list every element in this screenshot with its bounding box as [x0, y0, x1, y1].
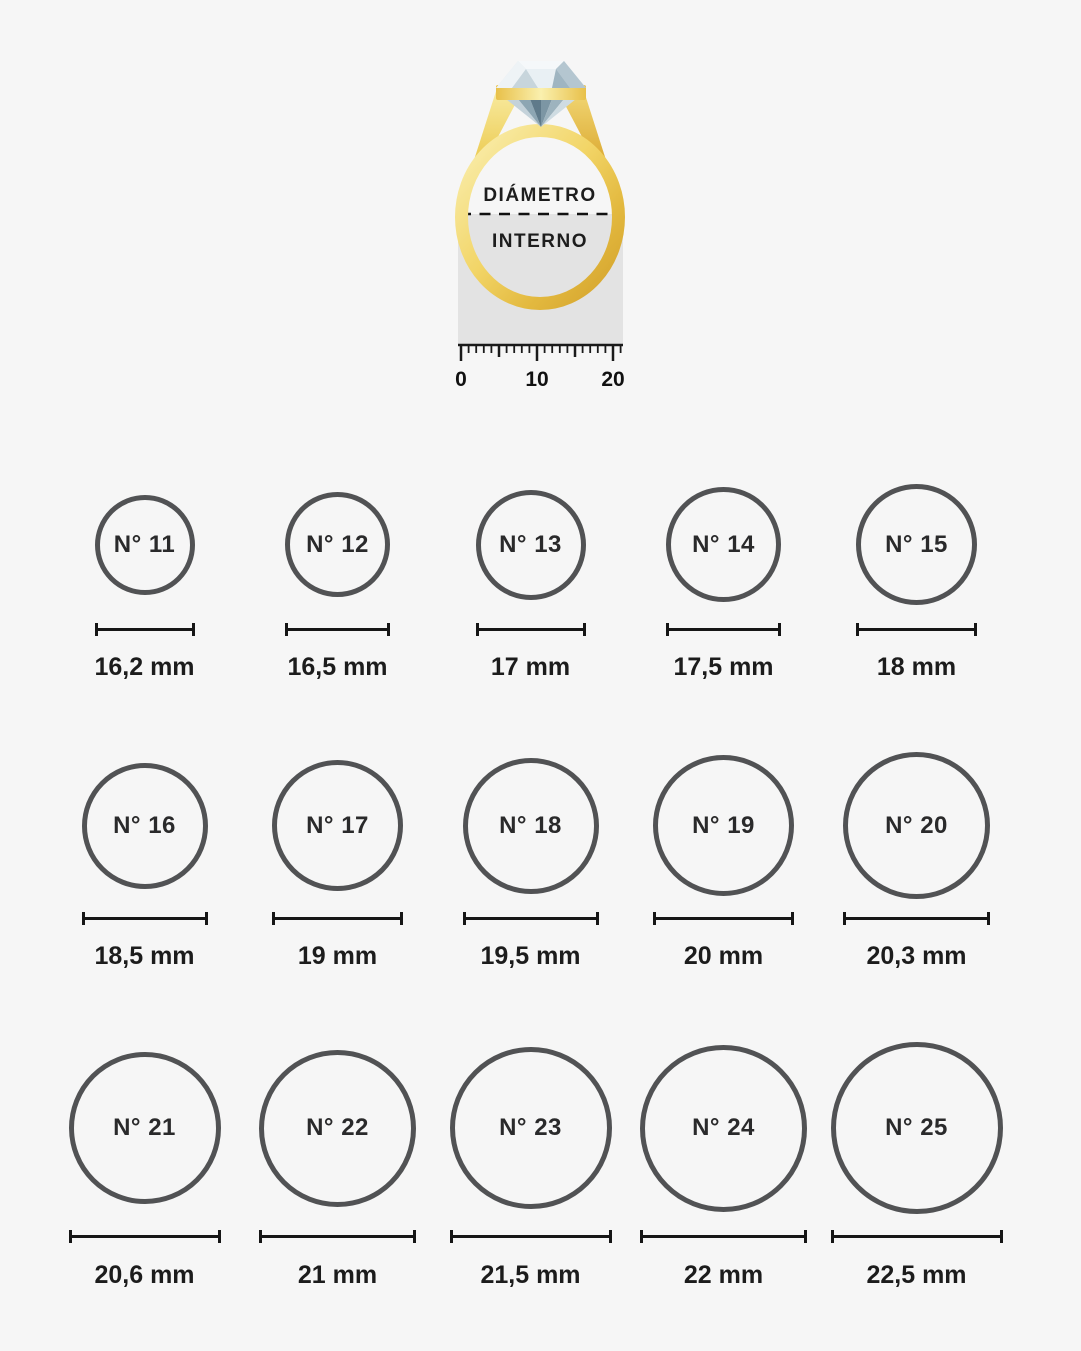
diameter-label: 18 mm — [876, 653, 957, 681]
ring-size-cell: N° 15 18 mm — [820, 484, 1013, 682]
ruler: 0 10 20 — [455, 343, 625, 391]
size-circle: N° 25 — [830, 1042, 1003, 1214]
diameter-measure-line — [259, 1230, 416, 1243]
diameter-measure-line — [475, 623, 586, 636]
ring-size-cell: N° 20 20,3 mm — [820, 752, 1013, 971]
ring-size-cell: N° 23 21,5 mm — [434, 1042, 627, 1290]
diameter-measure-line — [653, 912, 794, 925]
size-number: N° 16 — [113, 811, 176, 839]
ruler-label-0: 0 — [455, 368, 467, 391]
diameter-label: 16,2 mm — [94, 653, 195, 681]
size-circle: N° 16 — [81, 762, 208, 889]
ruler-label-20: 20 — [601, 368, 624, 391]
diameter-label: 20,6 mm — [94, 1261, 195, 1289]
diamond-icon — [496, 61, 586, 88]
size-circle: N° 21 — [68, 1052, 221, 1204]
ring-size-cell: N° 11 16,2 mm — [48, 484, 241, 682]
diameter-label: 20,3 mm — [866, 942, 967, 970]
diameter-label: 17,5 mm — [673, 653, 774, 681]
size-number: N° 21 — [113, 1114, 176, 1141]
size-grid-row-3: N° 21 20,6 mm N° 22 21 mm N° 23 21,5 mm … — [48, 1042, 1013, 1290]
size-number: N° 18 — [499, 811, 562, 839]
ring-size-cell: N° 17 19 mm — [241, 752, 434, 971]
diameter-measure-line — [843, 912, 990, 925]
ruler-ticks — [459, 345, 622, 361]
diameter-measure-line — [640, 1230, 807, 1243]
diameter-measure-line — [856, 623, 977, 636]
size-number: N° 20 — [885, 811, 948, 839]
size-circle: N° 15 — [856, 484, 977, 605]
ring-size-cell: N° 16 18,5 mm — [48, 752, 241, 971]
ruler-label-10: 10 — [525, 368, 548, 391]
size-number: N° 13 — [499, 530, 562, 558]
diameter-measure-line — [68, 1230, 221, 1243]
diameter-label: 21 mm — [297, 1261, 378, 1289]
ring-size-cell: N° 14 17,5 mm — [627, 484, 820, 682]
diameter-label: 16,5 mm — [287, 653, 388, 681]
ring-size-cell: N° 24 22 mm — [627, 1042, 820, 1290]
diameter-label: 21,5 mm — [480, 1261, 581, 1289]
ring-size-cell: N° 18 19,5 mm — [434, 752, 627, 971]
size-number: N° 17 — [306, 811, 369, 839]
interno-word: INTERNO — [492, 231, 588, 252]
size-number: N° 19 — [692, 811, 755, 839]
size-number: N° 15 — [885, 530, 948, 558]
diameter-label: 22 mm — [683, 1261, 764, 1289]
size-circle: N° 18 — [462, 757, 599, 894]
size-number: N° 22 — [306, 1114, 369, 1141]
ring-size-cell: N° 19 20 mm — [627, 752, 820, 971]
ring-torus — [455, 124, 625, 310]
ring-size-cell: N° 12 16,5 mm — [241, 484, 434, 682]
diameter-measure-line — [666, 623, 781, 636]
diameter-label: 19 mm — [297, 942, 378, 970]
size-number: N° 14 — [692, 530, 755, 558]
ring-diagram: DIÁMETRO INTERNO — [455, 61, 625, 391]
size-circle: N° 13 — [475, 489, 586, 600]
size-circle: N° 23 — [449, 1047, 612, 1209]
size-grid-row-1: N° 11 16,2 mm N° 12 16,5 mm N° 13 17 mm … — [48, 484, 1013, 682]
diamond-pavilion — [506, 99, 576, 127]
diameter-measure-line — [81, 912, 208, 925]
diameter-measure-line — [285, 623, 390, 636]
size-number: N° 25 — [885, 1114, 948, 1141]
diameter-measure-line — [94, 623, 195, 636]
ring-size-cell: N° 25 22,5 mm — [820, 1042, 1013, 1290]
diameter-label: 20 mm — [683, 942, 764, 970]
diameter-label: 22,5 mm — [866, 1261, 967, 1289]
size-circle: N° 14 — [666, 487, 781, 602]
size-number: N° 12 — [306, 530, 369, 558]
ring-size-cell: N° 21 20,6 mm — [48, 1042, 241, 1290]
ring-shoulders — [474, 85, 606, 160]
diameter-measure-line — [272, 912, 403, 925]
ring-size-cell: N° 22 21 mm — [241, 1042, 434, 1290]
size-circle: N° 17 — [272, 760, 403, 891]
size-number: N° 23 — [499, 1114, 562, 1141]
size-number: N° 11 — [113, 530, 176, 558]
diameter-word: DIÁMETRO — [483, 184, 596, 206]
size-circle: N° 20 — [843, 752, 990, 899]
diameter-measure-line — [830, 1230, 1003, 1243]
diameter-label: 19,5 mm — [480, 942, 581, 970]
size-circle: N° 11 — [94, 494, 195, 595]
diameter-measure-line — [462, 912, 599, 925]
size-circle: N° 12 — [285, 492, 390, 597]
size-circle: N° 19 — [653, 755, 794, 896]
ring-size-cell: N° 13 17 mm — [434, 484, 627, 682]
diamond-mount-bar — [496, 85, 586, 100]
diameter-label: 18,5 mm — [94, 942, 195, 970]
diameter-measure-line — [449, 1230, 612, 1243]
diameter-label: 17 mm — [490, 653, 571, 681]
size-circle: N° 24 — [640, 1044, 807, 1212]
size-number: N° 24 — [692, 1114, 755, 1141]
size-circle: N° 22 — [259, 1049, 416, 1207]
size-grid-row-2: N° 16 18,5 mm N° 17 19 mm N° 18 19,5 mm … — [48, 752, 1013, 971]
